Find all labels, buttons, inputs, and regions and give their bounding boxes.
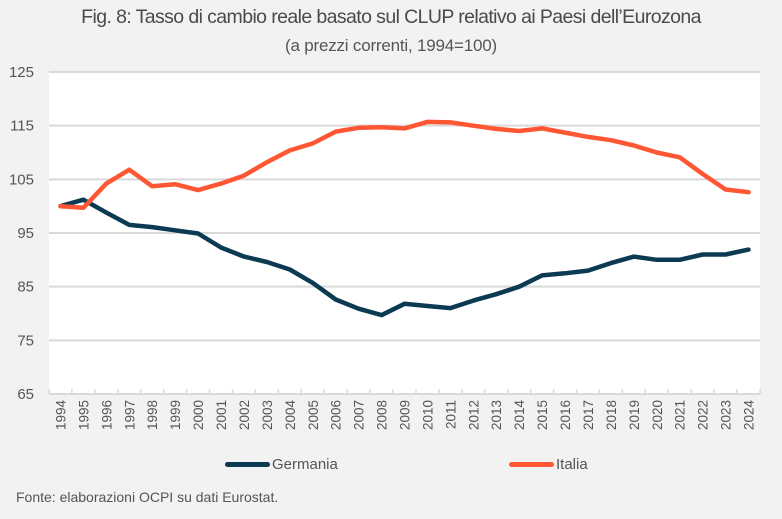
y-tick-label: 75 (17, 332, 34, 349)
legend-item-italia: Italia (509, 453, 588, 475)
x-tick-label: 2019 (627, 400, 642, 430)
x-tick-label: 1997 (122, 400, 137, 430)
x-tick-label: 2002 (237, 400, 252, 430)
x-tick-label: 2005 (306, 400, 321, 430)
x-tick-label: 1996 (99, 400, 114, 430)
x-tick-label: 1994 (53, 400, 68, 431)
x-tick-label: 2004 (283, 400, 298, 431)
legend-label-italia: Italia (556, 455, 588, 473)
x-tick-label: 2017 (581, 400, 596, 430)
y-tick-label: 115 (10, 118, 34, 135)
legend-label-germania: Germania (272, 455, 338, 473)
x-tick-label: 2009 (398, 400, 413, 430)
y-tick-label: 105 (9, 171, 34, 188)
x-tick-label: 2003 (260, 400, 275, 430)
y-tick-label: 95 (17, 225, 34, 242)
italia-legend-swatch (509, 461, 554, 467)
chart-subtitle: (a prezzi correnti, 1994=100) (284, 36, 497, 55)
x-tick-label: 1998 (145, 400, 160, 430)
x-tick-label: 2007 (352, 400, 367, 430)
x-tick-label: 1999 (168, 400, 183, 430)
y-axis: 125 115 105 95 85 75 65 (9, 64, 34, 403)
x-tick-label: 2006 (329, 400, 344, 430)
gridlines (49, 71, 760, 342)
x-tick-label: 2000 (191, 400, 206, 430)
germania-legend-swatch (225, 461, 270, 467)
x-tick-label: 2013 (489, 400, 504, 430)
y-tick-label: 85 (17, 279, 34, 296)
x-tick-label: 2016 (558, 400, 573, 430)
series-lines (58, 119, 751, 318)
x-tick-label: 2015 (535, 400, 550, 430)
y-tick-label: 65 (17, 386, 34, 403)
source-note: Fonte: elaborazioni OCPI su dati Eurosta… (16, 489, 279, 505)
x-tick-label: 2022 (696, 400, 711, 430)
x-axis: 1994 1995 1996 1997 1998 1999 2000 2001 2002 2003… (48, 389, 761, 431)
y-tick-label: 125 (9, 64, 34, 81)
x-tick-label: 2008 (375, 400, 390, 430)
x-tick-label: 2001 (214, 400, 229, 430)
x-tick-label: 2021 (673, 400, 688, 430)
x-tick-label: 2014 (512, 400, 527, 431)
x-tick-label: 1995 (76, 400, 91, 430)
x-tick-label: 2018 (604, 400, 619, 430)
x-tick-label: 2020 (650, 400, 665, 430)
x-tick-label: 2023 (719, 400, 734, 430)
chart-title: Fig. 8: Tasso di cambio reale basato sul… (81, 6, 701, 28)
x-tick-label: 2024 (742, 400, 757, 431)
legend-item-germania: Germania (225, 453, 338, 475)
x-tick-label: 2012 (466, 400, 481, 430)
x-tick-label: 2010 (420, 400, 435, 430)
x-tick-label: 2011 (443, 400, 458, 429)
